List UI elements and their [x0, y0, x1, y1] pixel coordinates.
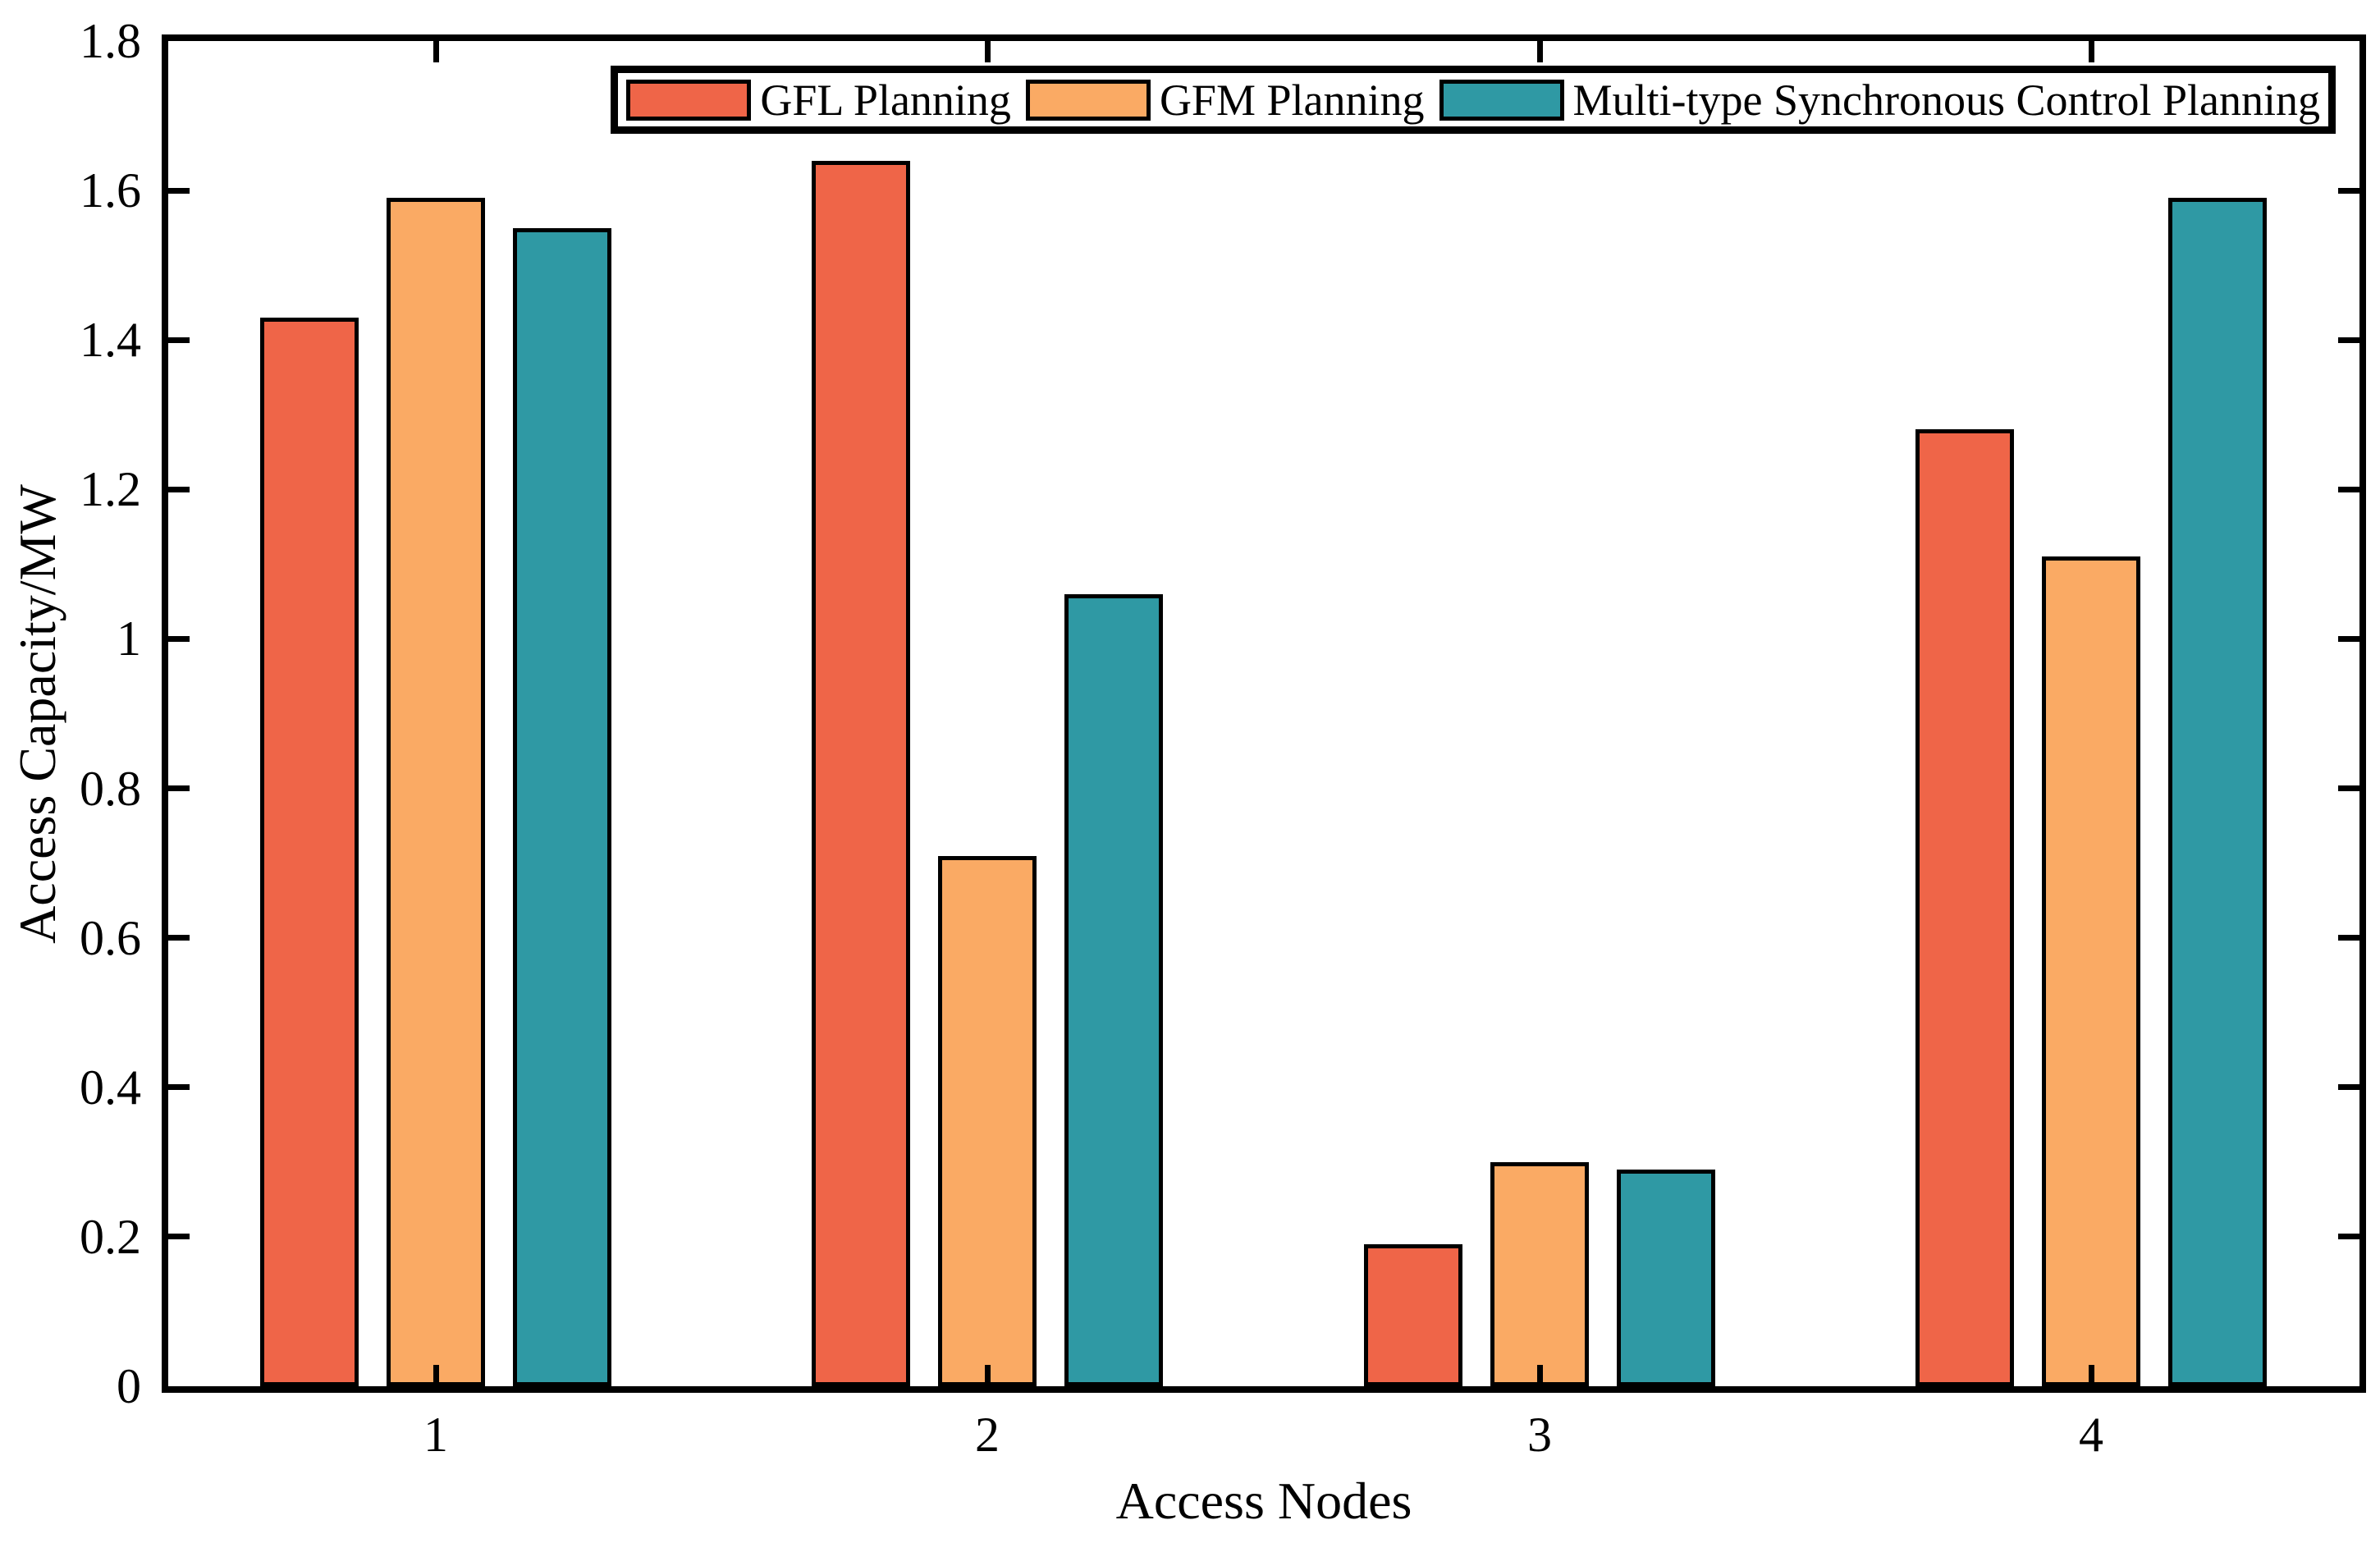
- bar-series1-node4: [1915, 429, 2014, 1386]
- y-tick-label: 0.8: [80, 761, 141, 816]
- x-axis-title: Access Nodes: [1115, 1472, 1412, 1530]
- x-tick-label: 2: [975, 1408, 1000, 1462]
- legend-swatch-gfl-planning: [626, 79, 752, 121]
- y-tick-right: [2338, 1234, 2359, 1240]
- legend-item-multi-type-sync: Multi-type Synchronous Control Planning: [1439, 75, 2321, 125]
- y-tick-left: [168, 785, 190, 792]
- bar-series1-node3: [1364, 1244, 1462, 1386]
- y-tick-label: 1.2: [80, 462, 141, 517]
- y-tick-label: 0.6: [80, 910, 141, 965]
- legend-label-multi-type-sync: Multi-type Synchronous Control Planning: [1572, 75, 2321, 125]
- bar-series2-node2: [938, 856, 1037, 1386]
- y-tick-right: [2338, 486, 2359, 492]
- legend-label-gfl-planning: GFL Planning: [760, 75, 1011, 125]
- legend-label-gfm-planning: GFM Planning: [1159, 75, 1425, 125]
- y-axis-title: Access Capacity/MW: [8, 484, 66, 944]
- y-tick-left: [168, 1234, 190, 1240]
- y-tick-label: 1.4: [80, 313, 141, 368]
- y-tick-label: 1.8: [80, 14, 141, 68]
- y-tick-label: 0.4: [80, 1060, 141, 1115]
- y-tick-left: [168, 486, 190, 492]
- y-tick-label: 1.6: [80, 163, 141, 218]
- bar-series3-node3: [1617, 1170, 1715, 1386]
- legend-swatch-multi-type-sync: [1439, 79, 1564, 121]
- x-tick-bottom: [433, 1365, 439, 1386]
- x-tick-top: [2088, 41, 2094, 62]
- y-tick-left: [168, 187, 190, 194]
- x-tick-label: 1: [423, 1408, 448, 1462]
- y-tick-left: [168, 1084, 190, 1091]
- x-tick-label: 4: [2079, 1408, 2103, 1462]
- legend-item-gfl-planning: GFL Planning: [626, 78, 1011, 122]
- plot-area: [162, 34, 2366, 1393]
- y-tick-right: [2338, 935, 2359, 941]
- x-tick-top: [433, 41, 439, 62]
- x-tick-bottom: [984, 1365, 991, 1386]
- bar-series1-node2: [812, 161, 910, 1386]
- bar-series1-node1: [260, 318, 359, 1386]
- y-tick-left: [168, 635, 190, 642]
- y-tick-left: [168, 337, 190, 343]
- bar-series3-node4: [2168, 198, 2267, 1386]
- y-tick-right: [2338, 337, 2359, 343]
- y-tick-right: [2338, 187, 2359, 194]
- y-tick-right: [2338, 1084, 2359, 1091]
- y-tick-label: 1: [117, 611, 141, 666]
- y-tick-label: 0.2: [80, 1209, 141, 1264]
- x-tick-top: [1536, 41, 1543, 62]
- x-tick-bottom: [2088, 1365, 2094, 1386]
- bar-series2-node4: [2042, 556, 2140, 1386]
- legend-item-gfm-planning: GFM Planning: [1025, 75, 1425, 125]
- y-tick-left: [168, 935, 190, 941]
- x-tick-bottom: [1536, 1365, 1543, 1386]
- legend-swatch-gfm-planning: [1025, 79, 1151, 121]
- bar-series3-node1: [513, 228, 611, 1386]
- y-tick-right: [2338, 785, 2359, 792]
- legend: GFL Planning GFM Planning Multi-type Syn…: [611, 66, 2336, 134]
- y-tick-label: 0: [117, 1359, 141, 1413]
- x-tick-top: [984, 41, 991, 62]
- y-tick-right: [2338, 635, 2359, 642]
- x-tick-label: 3: [1527, 1408, 1552, 1462]
- bar-series2-node3: [1490, 1162, 1589, 1386]
- bar-series2-node1: [387, 198, 485, 1386]
- bar-series3-node2: [1064, 594, 1163, 1386]
